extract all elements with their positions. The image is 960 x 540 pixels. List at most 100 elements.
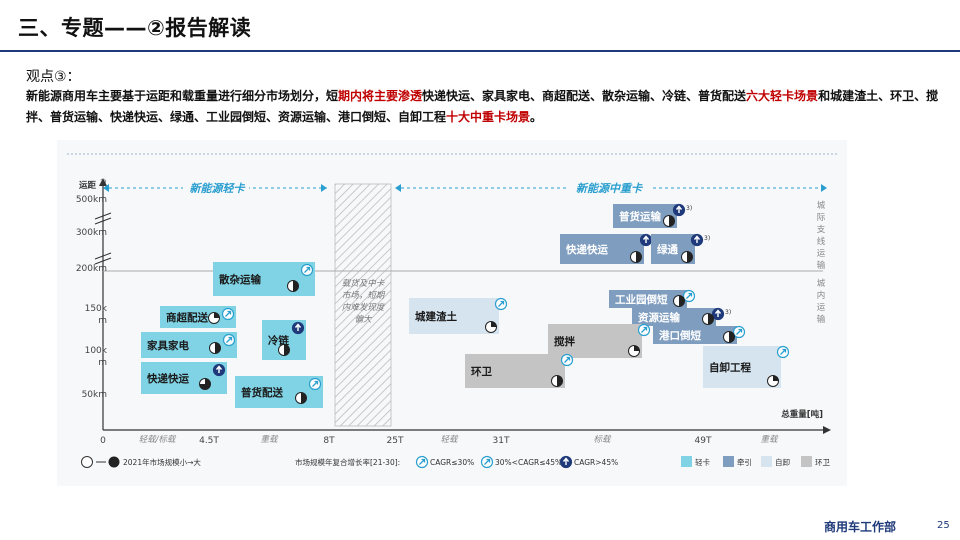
market-size-icon [209, 342, 221, 354]
heavy-scenario-box [653, 326, 737, 344]
legend-cagr-item: 30%<CAGR≤45% [495, 458, 562, 467]
size-fill [293, 280, 299, 292]
heavy-truck-title: 新能源中重卡 [576, 182, 644, 195]
para-part: 。 [530, 110, 543, 124]
note-sup: 3) [704, 235, 710, 242]
cagr-arrow-icon [221, 307, 235, 321]
size-fill [669, 215, 675, 227]
segmentation-diagram: 载货及中卡 市场，短期 内难发现度 偏大 运距 2) 500km 300km 200km 150k… [57, 140, 847, 486]
footer-department: 商用车工作部 [824, 520, 897, 534]
light-scenario-box [235, 376, 323, 408]
cagr-arrow-icon [690, 233, 704, 247]
x-tick-label: 8T [323, 436, 335, 446]
cagr-arrow-icon [212, 363, 226, 377]
size-fill [634, 345, 640, 351]
cagr-arrow-icon [291, 321, 305, 335]
light-scenario-label: 散杂运输 [219, 273, 261, 286]
market-size-icon [673, 295, 685, 307]
x-axis-arrow [823, 426, 831, 434]
cagr-arrow-icon [732, 325, 746, 339]
cagr-arrow [215, 365, 223, 373]
x-tick-label: 4.5T [199, 436, 219, 446]
market-size-icon [723, 331, 735, 343]
cagr-arrow [225, 310, 232, 317]
viewpoint-label: 观点③： [26, 69, 81, 85]
cagr-arrow-icon [300, 263, 314, 277]
para-part: 和城建渣土、环卫、搅拌、普货运输、快递快运、绿通、工业园倒短、资源运输、港口倒短… [26, 89, 939, 124]
market-size-icon [767, 375, 779, 387]
intercity-label-char: 运 [817, 249, 826, 259]
legend-cagr-item: CAGR≤30% [430, 458, 474, 467]
axis-break [94, 212, 112, 220]
light-scenario-label: 快递快运 [146, 372, 189, 385]
heavy-scenario-label: 快递快运 [565, 243, 608, 256]
heavy-scenario-label: 资源运输 [638, 311, 680, 324]
light-arrow-left [103, 184, 109, 192]
light-scenario-label: 商超配送 [166, 311, 208, 324]
size-fill [301, 392, 307, 404]
note-sup: 3) [725, 309, 731, 316]
y-tick-label: m [98, 316, 107, 326]
city-label-char: 内 [817, 290, 826, 301]
cagr-arrow [562, 457, 570, 465]
viewpoint-paragraph: 新能源商用车主要基于运距和载重量进行细分市场划分，短期内将主要渗透快递快运、家具… [26, 86, 946, 128]
cagr-arrow-icon [639, 233, 653, 247]
x-sub-label: 轻载/标载 [139, 434, 177, 445]
intercity-label-char: 线 [817, 236, 826, 247]
intercity-label-char: 城 [817, 201, 826, 211]
y-axis-arrow [99, 178, 107, 186]
y-tick-label: 100k [85, 346, 108, 356]
heavy-scenario-label: 城建渣土 [415, 310, 457, 323]
x-tick-label: 31T [493, 436, 510, 446]
cagr-arrow [780, 348, 787, 355]
cagr-arrow-icon [560, 353, 574, 367]
cagr-arrow [642, 235, 650, 243]
cagr-arrow [736, 328, 743, 335]
y-tick-label: 50km [82, 390, 107, 400]
cagr-arrow [498, 300, 505, 307]
legend-type-swatch [761, 456, 772, 467]
heavy-scenario-label: 港口倒短 [659, 329, 701, 342]
cagr-arrow [641, 326, 648, 333]
intercity-label-char: 输 [817, 260, 826, 271]
cagr-arrow [294, 323, 302, 331]
cagr-arrow-icon [559, 455, 573, 469]
city-label-char: 运 [817, 303, 826, 313]
y-axis-label: 运距 [79, 181, 97, 191]
legend-type-swatch [801, 456, 812, 467]
market-size-icon [287, 280, 299, 292]
size-fill [284, 344, 290, 356]
size-fill [773, 375, 779, 381]
market-size-icon [199, 378, 211, 390]
light-scenario-label: 普货配送 [241, 386, 283, 399]
light-arrow-right [321, 184, 327, 192]
light-scenario-box [141, 332, 237, 358]
legend-size-small [81, 456, 93, 468]
legend-type-swatch [723, 456, 734, 467]
size-fill [729, 331, 735, 343]
cagr-arrow [675, 205, 683, 213]
gap-note-text: 市场，短期 [342, 290, 386, 301]
title-divider [0, 50, 960, 52]
size-fill [199, 378, 211, 390]
y-tick-label: 500km [76, 195, 107, 205]
x-tick-label: 49T [695, 436, 712, 446]
heavy-arrow-left [395, 184, 401, 192]
intercity-label-char: 支 [817, 224, 826, 235]
legend-size-large [108, 456, 120, 468]
y-tick-label: 150k [85, 304, 108, 314]
cagr-arrow-icon [711, 307, 725, 321]
city-label-char: 输 [817, 314, 826, 325]
heavy-scenario-box [632, 308, 716, 326]
market-size-icon [628, 345, 640, 357]
axis-break [94, 217, 112, 225]
para-part: 快递快运、家具家电、商超配送、散杂运输、冷链、普货配送 [422, 89, 747, 103]
market-size-icon [485, 321, 497, 333]
heavy-scenario-box [548, 324, 642, 358]
cagr-arrow-icon [415, 455, 429, 469]
gap-note-text: 内难发现度 [342, 302, 386, 313]
market-size-icon [681, 251, 693, 263]
size-fill [687, 251, 693, 263]
legend-type-label: 轻卡 [695, 457, 710, 467]
